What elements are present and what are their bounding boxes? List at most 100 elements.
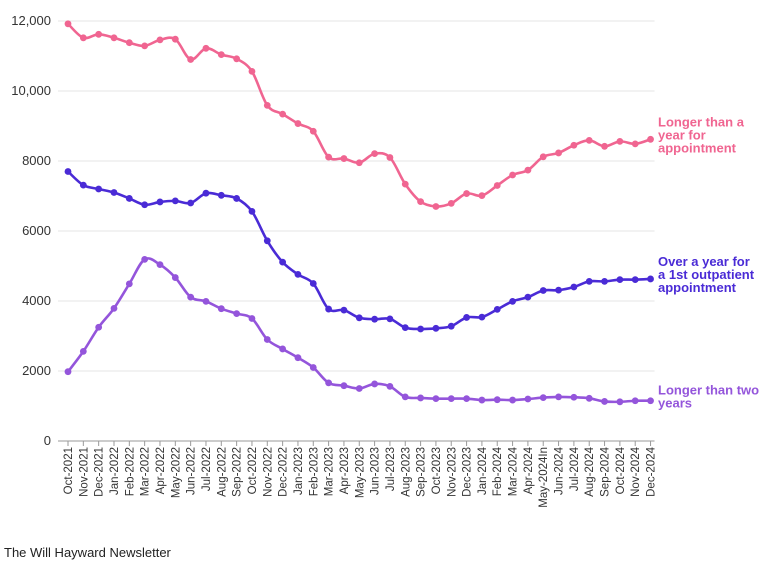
data-point [95, 185, 103, 193]
x-tick-label: Jul-2024 [569, 446, 581, 491]
x-tick-label: Jul-2022 [201, 447, 213, 491]
data-point [493, 306, 501, 313]
x-tick-label: Sep-2024 [600, 446, 612, 496]
data-point [555, 393, 562, 401]
data-point [432, 395, 440, 403]
data-point [141, 42, 149, 50]
data-point [248, 315, 256, 322]
data-point [263, 101, 271, 109]
data-point [355, 314, 363, 322]
data-point [463, 314, 470, 321]
data-point [125, 280, 133, 288]
data-point [294, 354, 302, 362]
data-point [156, 198, 164, 206]
data-point [601, 398, 608, 405]
series-label: a 1st outpatient [658, 267, 755, 282]
data-point [64, 368, 72, 376]
x-tick-label: Sep-2022 [232, 447, 244, 497]
data-point [325, 305, 333, 313]
data-point [417, 325, 424, 333]
data-point [524, 395, 532, 403]
data-point [263, 336, 271, 343]
grid-lines [58, 20, 655, 442]
data-point [110, 34, 118, 42]
data-point [125, 195, 133, 202]
data-point [539, 153, 547, 161]
data-point [631, 397, 639, 405]
data-point [110, 304, 118, 312]
series-label: appointment [658, 280, 737, 295]
data-point [233, 195, 241, 202]
x-tick-label: Apr-2023 [339, 447, 351, 494]
series-label: appointment [658, 140, 737, 155]
data-point [478, 192, 486, 200]
data-point [233, 55, 241, 63]
data-point [401, 393, 409, 401]
y-tick-label: 4000 [22, 293, 51, 308]
data-point [279, 110, 287, 118]
data-point [141, 255, 149, 263]
data-point [79, 348, 87, 355]
data-point [647, 135, 654, 143]
data-point [187, 293, 195, 301]
source-credit: The Will Hayward Newsletter [4, 545, 171, 560]
data-point [64, 168, 72, 175]
data-point [171, 197, 179, 205]
x-tick-label: Jun-2024 [554, 446, 566, 495]
data-point [141, 201, 149, 209]
data-point [432, 203, 440, 210]
data-point [171, 35, 179, 43]
series-label: Longer than a [658, 114, 745, 129]
data-point [233, 310, 241, 317]
series-line [66, 257, 652, 404]
data-point [355, 159, 363, 167]
data-point [401, 180, 409, 188]
data-point [217, 51, 225, 58]
x-tick-label: Oct-2023 [431, 447, 443, 494]
x-tick-label: Mar-2023 [324, 447, 336, 496]
x-tick-label: Feb-2023 [308, 447, 320, 496]
x-axis-ticks: Oct-2021 Nov-2021 Dec-2021 Jan-2022 Feb-2022… [63, 441, 658, 508]
data-point [156, 36, 164, 44]
data-point [447, 322, 455, 330]
data-point [585, 136, 593, 144]
y-tick-label: 0 [44, 433, 51, 448]
data-point [539, 394, 547, 401]
x-tick-label: Dec-2022 [278, 447, 290, 497]
y-tick-label: 10,000 [11, 83, 51, 98]
x-tick-label: Feb-2024 [492, 446, 504, 496]
data-point [524, 293, 532, 301]
x-tick-label: Dec-2021 [94, 447, 106, 497]
data-point [631, 140, 639, 148]
data-point [248, 68, 256, 75]
data-point [217, 191, 225, 199]
x-tick-label: Mar-2024 [508, 446, 520, 496]
data-point [202, 44, 210, 52]
data-point [95, 30, 103, 38]
x-tick-label: Jan-2022 [109, 447, 121, 495]
data-point [340, 306, 348, 314]
data-point [417, 198, 424, 206]
data-point [156, 261, 164, 268]
x-tick-label: Apr-2022 [155, 447, 167, 494]
data-point [187, 199, 195, 207]
data-point [325, 153, 333, 161]
data-point [601, 278, 608, 285]
data-point [432, 324, 440, 332]
data-point [294, 120, 302, 127]
x-tick-label: Apr-2024 [523, 446, 535, 494]
data-point [524, 166, 532, 174]
data-point [601, 142, 608, 150]
data-point [125, 39, 133, 47]
data-point [647, 397, 654, 405]
x-tick-label: Nov-2024 [630, 446, 642, 496]
data-point [555, 149, 562, 157]
data-point [539, 287, 547, 294]
data-point [294, 271, 302, 278]
data-point [79, 181, 87, 189]
x-tick-label: Jan-2023 [293, 447, 305, 495]
data-point [447, 395, 455, 403]
x-tick-label: Jun-2023 [370, 447, 382, 495]
